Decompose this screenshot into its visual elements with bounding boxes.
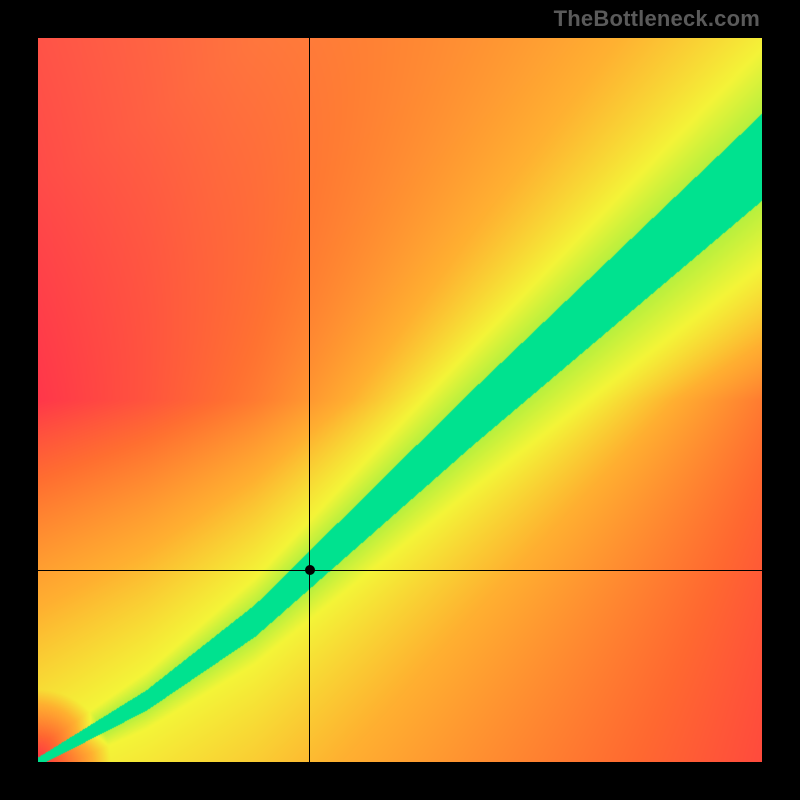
chart-frame: TheBottleneck.com bbox=[0, 0, 800, 800]
watermark-text: TheBottleneck.com bbox=[554, 6, 760, 32]
crosshair-vertical bbox=[309, 38, 310, 762]
crosshair-marker bbox=[305, 565, 315, 575]
heatmap-plot bbox=[38, 38, 762, 762]
crosshair-horizontal bbox=[38, 570, 762, 571]
heatmap-canvas bbox=[38, 38, 762, 762]
